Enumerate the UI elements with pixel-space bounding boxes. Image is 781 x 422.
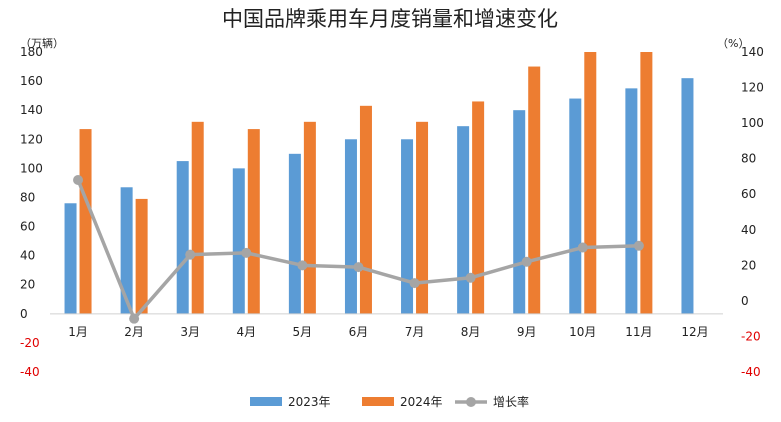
- chart-title: 中国品牌乘用车月度销量和增速变化: [222, 7, 558, 31]
- left-tick-label: 20: [20, 278, 35, 292]
- left-tick-label: 0: [20, 307, 28, 321]
- bar-2023年-11月: [625, 88, 638, 314]
- category-label: 12月: [681, 325, 708, 339]
- category-label: 1月: [68, 325, 88, 339]
- right-tick-label: 140: [741, 45, 764, 59]
- category-label: 7月: [405, 325, 425, 339]
- right-tick-label: -40: [741, 365, 761, 379]
- left-tick-label: 40: [20, 249, 35, 263]
- growth-point-9月: [521, 256, 532, 267]
- growth-point-4月: [241, 247, 252, 258]
- right-tick-label: 100: [741, 116, 764, 130]
- category-label: 4月: [236, 325, 256, 339]
- right-tick-label: 120: [741, 81, 764, 95]
- left-tick-label: 100: [20, 161, 43, 175]
- legend-label-2024年: 2024年: [400, 395, 443, 409]
- bar-2023年-9月: [513, 110, 526, 314]
- right-tick-label: -20: [741, 329, 761, 343]
- category-label: 9月: [517, 325, 537, 339]
- bar-2024年-8月: [472, 101, 485, 314]
- bar-2023年-7月: [401, 139, 414, 314]
- left-tick-label: 180: [20, 45, 43, 59]
- left-tick-label: -40: [20, 365, 40, 379]
- category-label: 5月: [293, 325, 313, 339]
- left-tick-label: 160: [20, 74, 43, 88]
- bar-2024年-6月: [359, 105, 372, 314]
- bar-2023年-2月: [120, 187, 133, 314]
- growth-point-2月: [129, 313, 140, 324]
- left-axis-unit: （万辆）: [20, 36, 64, 50]
- bar-2023年-10月: [569, 98, 582, 314]
- left-axis-ticks: -40 -20 0 20 40 60 80 100 120 140 160 180: [20, 45, 43, 379]
- legend-swatch-2024年: [362, 397, 394, 406]
- legend: 2023年 2024年 增长率: [250, 394, 529, 409]
- right-tick-label: 0: [741, 294, 749, 308]
- series-2024-bars: [79, 52, 653, 314]
- bar-2023年-12月: [681, 78, 694, 314]
- legend-label-2023年: 2023年: [288, 395, 331, 409]
- bar-2024年-9月: [528, 66, 541, 314]
- growth-point-5月: [297, 260, 308, 271]
- category-label: 3月: [180, 325, 200, 339]
- category-label: 11月: [625, 325, 652, 339]
- right-tick-label: 40: [741, 223, 756, 237]
- bar-2024年-10月: [584, 52, 597, 314]
- x-axis-labels: 1月 2月 3月 4月 5月 6月 7月 8月 9月 10月 11月 12月: [68, 325, 708, 339]
- bar-2023年-4月: [232, 168, 245, 314]
- right-tick-label: 80: [741, 152, 756, 166]
- legend-swatch-2023年: [250, 397, 282, 406]
- bar-2024年-3月: [191, 121, 204, 314]
- bar-2023年-5月: [288, 153, 301, 314]
- bar-2023年-1月: [64, 203, 77, 314]
- category-label: 10月: [569, 325, 596, 339]
- left-tick-label: 140: [20, 103, 43, 117]
- bar-2023年-3月: [176, 161, 189, 314]
- right-axis-unit: （%）: [717, 37, 749, 50]
- left-tick-label: 60: [20, 220, 35, 234]
- growth-point-1月: [73, 175, 84, 185]
- series-2023-bars: [64, 78, 694, 314]
- bar-2024年-2月: [135, 198, 148, 314]
- bar-2023年-8月: [457, 126, 470, 314]
- bar-2024年-1月: [79, 129, 92, 314]
- growth-point-10月: [577, 242, 588, 253]
- bar-2024年-11月: [640, 52, 653, 314]
- growth-point-6月: [353, 262, 364, 273]
- growth-point-3月: [185, 249, 196, 260]
- legend-swatch-marker: [466, 397, 476, 407]
- category-label: 2月: [124, 325, 144, 339]
- series-growth-line: [73, 175, 644, 324]
- left-tick-label: 80: [20, 190, 35, 204]
- growth-point-7月: [409, 278, 420, 289]
- legend-label-增长率: 增长率: [493, 394, 529, 409]
- right-axis-ticks: -40 -20 0 20 40 60 80 100 120 140: [741, 45, 764, 379]
- bar-2023年-6月: [344, 139, 357, 314]
- growth-point-11月: [633, 240, 644, 251]
- category-label: 8月: [461, 325, 481, 339]
- right-tick-label: 60: [741, 187, 756, 201]
- growth-point-8月: [465, 272, 476, 283]
- left-tick-label: 120: [20, 132, 43, 146]
- bar-2024年-4月: [247, 129, 260, 314]
- category-label: 6月: [349, 325, 369, 339]
- growth-rate-line: [76, 179, 639, 321]
- right-tick-label: 20: [741, 258, 756, 272]
- bar-2024年-7月: [416, 121, 429, 314]
- left-tick-label: -20: [20, 336, 40, 350]
- bar-2024年-5月: [303, 121, 316, 314]
